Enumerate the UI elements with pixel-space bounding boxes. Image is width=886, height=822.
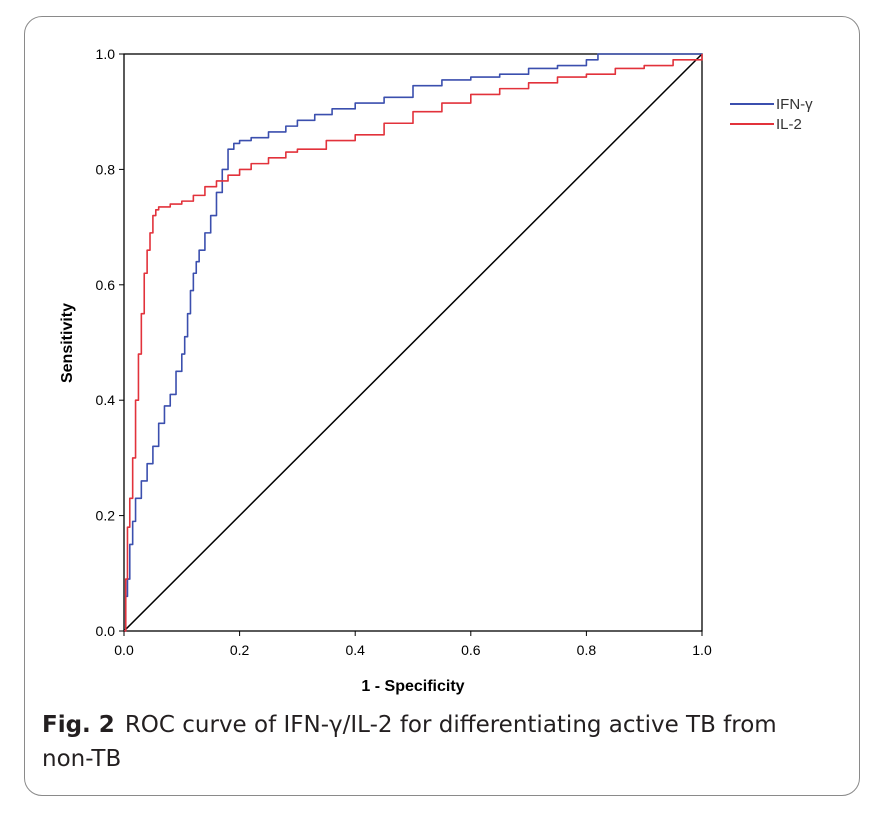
y-tick-labels: 0.0 0.2 0.4 0.6 0.8 1.0 xyxy=(96,46,124,639)
x-tick-label: 0.2 xyxy=(230,642,250,658)
figure-frame xyxy=(24,16,860,796)
x-tick-label: 0.6 xyxy=(461,642,481,658)
x-tick-label: 0.0 xyxy=(114,642,134,658)
reference-diagonal-line xyxy=(123,53,703,632)
chart-axes xyxy=(123,53,703,632)
y-tick-label: 0.2 xyxy=(96,508,116,524)
legend-label: IFN-γ xyxy=(776,96,813,113)
y-axis-label: Sensitivity xyxy=(59,303,76,383)
figure-label: Fig. 2 xyxy=(42,712,115,738)
figure-caption: Fig. 2 ROC curve of IFN-γ/IL-2 for differ… xyxy=(42,708,802,776)
reference-line-group xyxy=(123,53,703,632)
legend-label: IL-2 xyxy=(776,116,802,133)
x-axis-label: 1 - Specificity xyxy=(361,678,464,695)
y-tick-label: 1.0 xyxy=(96,46,116,62)
x-tick-label: 0.4 xyxy=(345,642,365,658)
series-line-ifn-gamma xyxy=(124,53,702,632)
x-tick-label: 1.0 xyxy=(692,642,712,658)
figure-caption-text: ROC curve of IFN-γ/IL-2 for differentiat… xyxy=(42,712,777,772)
x-tick-label: 0.8 xyxy=(577,642,597,658)
x-tick-labels: 0.0 0.2 0.4 0.6 0.8 1.0 xyxy=(114,631,712,658)
roc-curves xyxy=(124,53,703,632)
y-tick-label: 0.4 xyxy=(96,392,116,408)
plot-area-border xyxy=(123,53,703,632)
y-tick-label: 0.6 xyxy=(96,277,116,293)
series-line-il-2 xyxy=(124,54,703,632)
roc-chart: 0.0 0.2 0.4 0.6 0.8 1.0 0.0 0.2 0.4 0.6 0.8 1.0 1 … xyxy=(59,46,813,695)
y-tick-label: 0.0 xyxy=(96,623,116,639)
chart-legend: IFN-γ IL-2 xyxy=(730,96,813,133)
y-tick-label: 0.8 xyxy=(96,161,116,177)
